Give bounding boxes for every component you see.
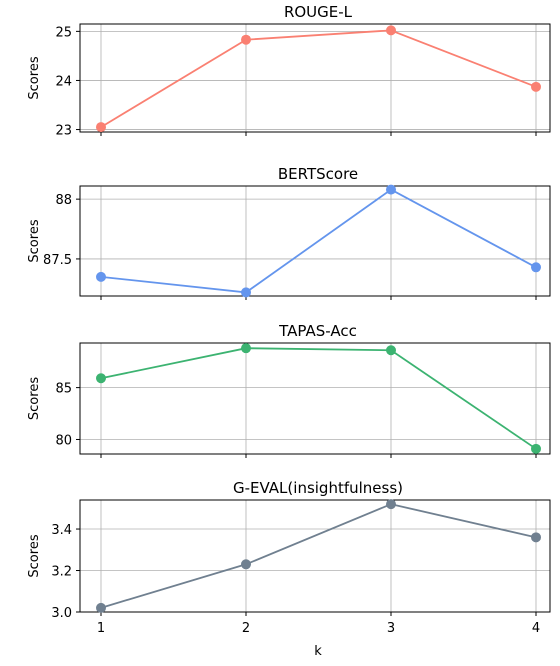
xtick-label-2: 2 bbox=[242, 621, 250, 636]
panel-2-ylabel: Scores bbox=[27, 219, 42, 262]
xtick-label-4: 4 bbox=[532, 621, 540, 636]
panel-4-point-3 bbox=[386, 499, 396, 510]
panel-1-point-1 bbox=[96, 122, 106, 133]
panel-2-point-4 bbox=[531, 262, 541, 273]
panel-1-point-4 bbox=[531, 81, 541, 92]
panel-1-frame bbox=[79, 23, 551, 133]
xtick-label-3: 3 bbox=[387, 621, 395, 636]
panel-2-point-3 bbox=[386, 184, 396, 195]
panel-3-ytick-label-2: 85 bbox=[55, 382, 72, 397]
panel-3-point-3 bbox=[386, 345, 396, 356]
panel-3-point-4 bbox=[531, 443, 541, 454]
panel-4-frame bbox=[79, 499, 551, 613]
panel-4-ylabel: Scores bbox=[27, 534, 42, 577]
panel-1-point-3 bbox=[386, 25, 396, 36]
panel-1-title: ROUGE-L bbox=[284, 3, 353, 21]
panel-2-series-line bbox=[100, 188, 537, 294]
panel-4-series-line bbox=[100, 503, 537, 609]
panel-3-title: TAPAS-Acc bbox=[278, 322, 357, 340]
panel-4-point-4 bbox=[531, 532, 541, 543]
panel-2-ytick-label-2: 88 bbox=[55, 193, 72, 208]
panel-1-series-line bbox=[100, 29, 537, 128]
panel-3-ytick-label-1: 80 bbox=[55, 433, 72, 448]
panel-4-title: G-EVAL(insightfulness) bbox=[233, 479, 403, 497]
panel-2-point-2 bbox=[241, 287, 251, 298]
panel-3-ylabel: Scores bbox=[27, 377, 42, 420]
panel-4-point-2 bbox=[241, 559, 251, 570]
panel-1-ytick-label-1: 23 bbox=[55, 124, 72, 139]
panel-2-ytick-label-1: 87.5 bbox=[43, 253, 72, 268]
panel-1-ytick-label-3: 25 bbox=[55, 25, 72, 40]
panel-1-ylabel: Scores bbox=[27, 56, 42, 99]
panel-3-point-2 bbox=[241, 343, 251, 354]
panel-2-point-1 bbox=[96, 271, 106, 282]
panel-2-frame bbox=[79, 185, 551, 297]
panel-3-point-1 bbox=[96, 373, 106, 384]
panel-2-title: BERTScore bbox=[278, 165, 358, 183]
panel-4-ytick-label-1: 3.0 bbox=[51, 606, 72, 621]
panel-4-ytick-label-3: 3.4 bbox=[51, 523, 72, 538]
panel-4-point-1 bbox=[96, 602, 106, 613]
panel-1-ytick-label-2: 24 bbox=[55, 74, 72, 89]
panel-1-point-2 bbox=[241, 34, 251, 45]
panel-3-series-line bbox=[100, 347, 537, 450]
panel-3-frame bbox=[79, 342, 551, 455]
panel-4-ytick-label-2: 3.2 bbox=[51, 565, 72, 580]
x-axis-label: k bbox=[314, 644, 322, 659]
xtick-label-1: 1 bbox=[97, 621, 105, 636]
